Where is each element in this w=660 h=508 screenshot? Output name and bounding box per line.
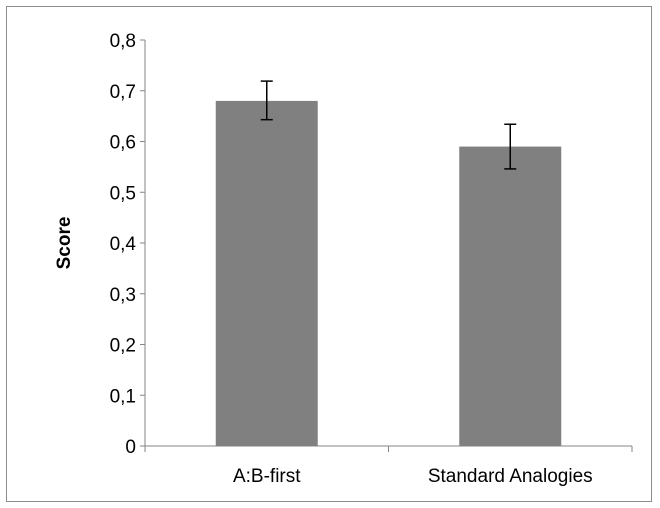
x-category-label: Standard Analogies (428, 466, 593, 487)
x-category-label: A:B-first (233, 466, 301, 487)
y-tick-label: 0,8 (110, 31, 136, 52)
y-tick-label: 0,4 (110, 234, 137, 255)
bar (216, 101, 318, 446)
y-tick-label: 0,1 (110, 386, 136, 407)
bar (459, 147, 561, 446)
y-tick-label: 0,6 (110, 133, 136, 154)
y-tick-label: 0,2 (110, 336, 136, 357)
y-tick-label: 0 (125, 437, 136, 458)
x-category-labels: A:B-first Standard Analogies (233, 466, 593, 487)
y-axis-title: Score (54, 217, 75, 270)
y-tick-labels: 0 0,1 0,2 0,3 0,4 0,5 0,6 0,7 0,8 (110, 31, 137, 458)
y-tick-label: 0,7 (110, 82, 136, 103)
y-tick-label: 0,5 (110, 183, 136, 204)
y-tick-label: 0,3 (110, 285, 136, 306)
bars (216, 101, 562, 446)
